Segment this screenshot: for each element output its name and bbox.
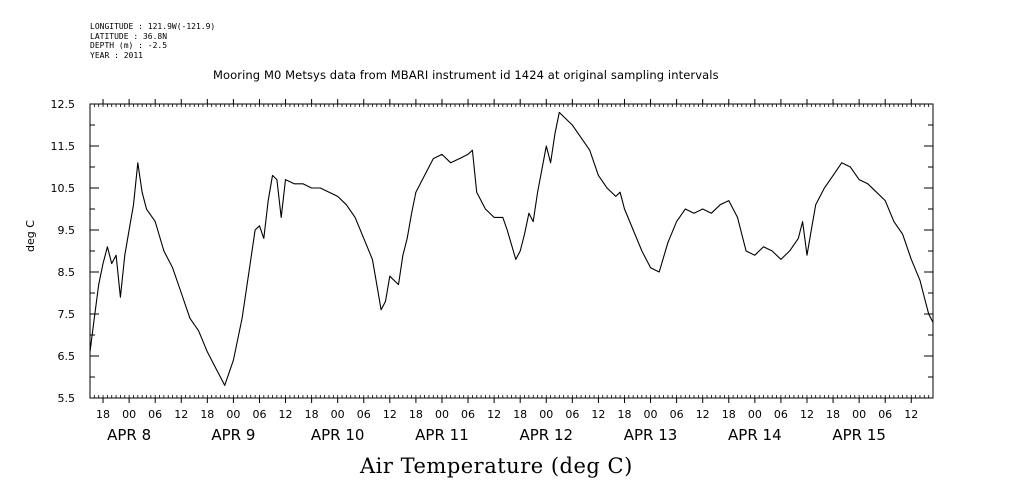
y-tick-label: 11.5 [51, 140, 76, 153]
x-hour-label: 00 [122, 408, 136, 421]
x-hour-label: 12 [174, 408, 188, 421]
x-hour-label: 06 [565, 408, 579, 421]
plot-title: Mooring M0 Metsys data from MBARI instru… [213, 68, 719, 82]
x-hour-label: 00 [226, 408, 240, 421]
x-hour-label: 18 [722, 408, 736, 421]
x-hour-label: 12 [383, 408, 397, 421]
x-hour-label: 12 [800, 408, 814, 421]
x-hour-label: 06 [878, 408, 892, 421]
x-axis-ticks: 18 00 06 12 18 00 06 12 18 00 06 12 18 00 06 12 18 00 06 12… [89, 99, 934, 444]
data-series [89, 111, 934, 386]
year-text: YEAR : 2011 [90, 50, 143, 60]
x-day-label: APR 8 [107, 426, 151, 444]
y-tick-label: 7.5 [58, 308, 76, 321]
x-hour-label: 18 [96, 408, 110, 421]
x-hour-label: 18 [617, 408, 631, 421]
x-day-label: APR 13 [624, 426, 678, 444]
x-hour-label: 12 [487, 408, 501, 421]
x-day-label: APR 11 [415, 426, 469, 444]
x-day-label: APR 15 [832, 426, 886, 444]
x-hour-label: 18 [305, 408, 319, 421]
x-hour-label: 06 [148, 408, 162, 421]
y-tick-label: 5.5 [58, 392, 76, 405]
x-hour-label: 06 [357, 408, 371, 421]
y-tick-label: 10.5 [51, 182, 76, 195]
x-day-label: APR 14 [728, 426, 782, 444]
y-axis-ticks: 5.5 6.5 7.5 8.5 9.5 10.5 11.5 12.5 [51, 98, 933, 405]
x-hour-label: 00 [539, 408, 553, 421]
x-hour-label: 06 [670, 408, 684, 421]
x-hour-label: 00 [852, 408, 866, 421]
y-tick-label: 6.5 [58, 350, 76, 363]
x-day-label: APR 12 [519, 426, 573, 444]
x-hour-label: 06 [774, 408, 788, 421]
depth-text: DEPTH (m) : -2.5 [90, 41, 168, 50]
x-hour-label: 12 [904, 408, 918, 421]
y-tick-label: 12.5 [51, 98, 76, 111]
x-hour-label: 18 [826, 408, 840, 421]
x-hour-label: 06 [461, 408, 475, 421]
latitude-text: LATITUDE : 36.8N [90, 31, 168, 41]
x-hour-label: 00 [644, 408, 658, 421]
x-axis-title: Air Temperature (deg C) [360, 454, 633, 478]
x-hour-label: 00 [331, 408, 345, 421]
x-hour-label: 12 [591, 408, 605, 421]
station-metadata: LONGITUDE : 121.9W(-121.9) LATITUDE : 36… [90, 22, 215, 60]
temperature-line [89, 111, 934, 386]
x-hour-label: 06 [252, 408, 266, 421]
x-hour-label: 18 [513, 408, 527, 421]
x-day-label: APR 10 [311, 426, 365, 444]
x-day-label: APR 9 [211, 426, 255, 444]
x-hour-label: 12 [696, 408, 710, 421]
x-hour-label: 00 [435, 408, 449, 421]
x-hour-label: 18 [200, 408, 214, 421]
y-tick-label: 8.5 [58, 266, 76, 279]
x-hour-label: 00 [748, 408, 762, 421]
x-hour-label: 18 [409, 408, 423, 421]
y-tick-label: 9.5 [58, 224, 76, 237]
x-hour-label: 12 [279, 408, 293, 421]
longitude-text: LONGITUDE : 121.9W(-121.9) [90, 22, 216, 31]
